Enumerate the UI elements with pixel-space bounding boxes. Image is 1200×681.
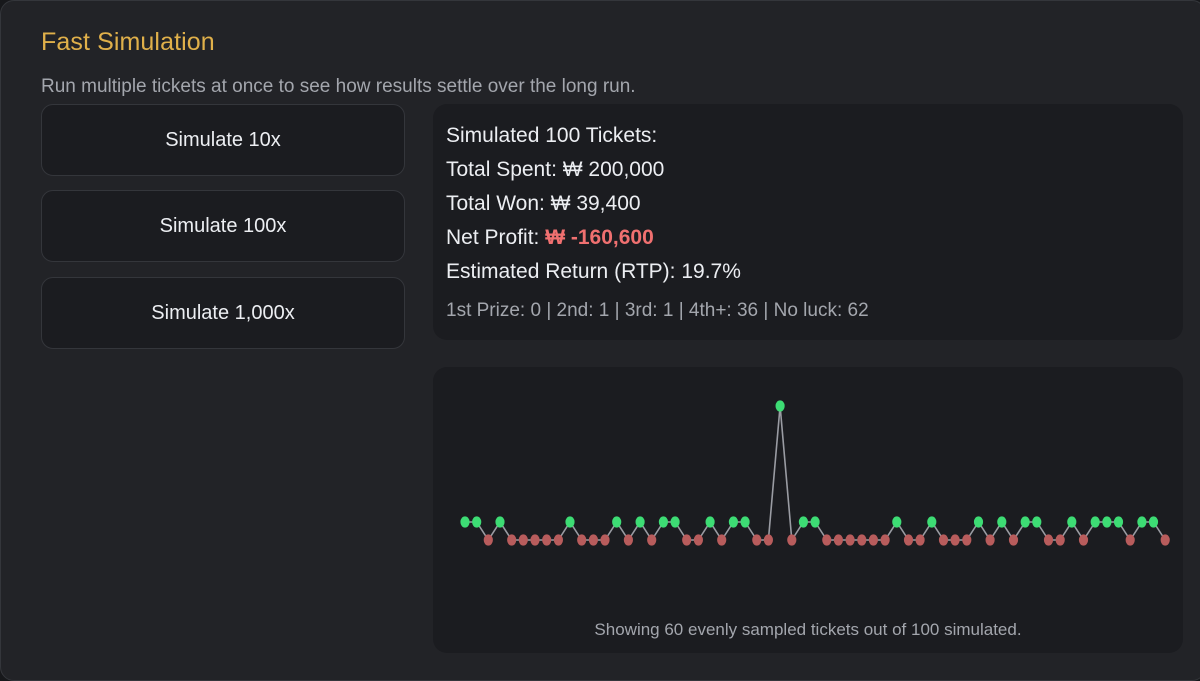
total-won-row: Total Won: ₩ 39,400 xyxy=(446,192,641,216)
loss-ticket-point xyxy=(985,534,995,546)
net-profit-row: Net Profit: ₩ -160,600 xyxy=(446,226,654,250)
loss-ticket-point xyxy=(915,534,925,546)
section-subtitle: Run multiple tickets at once to see how … xyxy=(41,76,636,97)
rtp-row: Estimated Return (RTP): 19.7% xyxy=(446,260,741,284)
win-ticket-point xyxy=(658,516,668,528)
loss-ticket-point xyxy=(717,534,727,546)
loss-ticket-point xyxy=(682,534,692,546)
loss-ticket-point xyxy=(938,534,949,546)
win-ticket-point xyxy=(1020,516,1030,528)
win-ticket-point xyxy=(740,516,750,528)
loss-ticket-point xyxy=(857,534,867,546)
win-ticket-point xyxy=(1137,516,1147,528)
simulate-10x-button[interactable]: Simulate 10x xyxy=(41,104,405,176)
loss-ticket-point xyxy=(518,534,528,546)
loss-ticket-point xyxy=(903,534,914,546)
win-ticket-point xyxy=(460,516,470,528)
loss-ticket-point xyxy=(623,534,633,546)
loss-ticket-point xyxy=(1043,534,1054,546)
win-ticket-point xyxy=(927,516,937,528)
win-ticket-point xyxy=(612,516,622,528)
win-ticket-point xyxy=(1113,516,1124,528)
loss-ticket-point xyxy=(1078,534,1089,546)
total-spent-value: ₩ 200,000 xyxy=(562,158,665,181)
win-ticket-point xyxy=(1148,516,1159,528)
win-ticket-point xyxy=(472,516,482,528)
loss-ticket-point xyxy=(553,534,563,546)
loss-ticket-point xyxy=(1125,534,1135,546)
top-prize-ticket-point xyxy=(775,400,785,412)
win-ticket-point xyxy=(495,516,505,528)
win-ticket-point xyxy=(728,516,738,528)
loss-ticket-point xyxy=(833,534,843,546)
net-profit-label: Net Profit: xyxy=(446,226,540,249)
loss-ticket-point xyxy=(880,534,890,546)
loss-ticket-point xyxy=(483,534,493,546)
win-ticket-point xyxy=(1090,516,1100,528)
loss-ticket-point xyxy=(822,534,832,546)
loss-ticket-point xyxy=(577,534,587,546)
loss-ticket-point xyxy=(693,534,703,546)
win-ticket-point xyxy=(810,516,820,528)
loss-ticket-point xyxy=(1008,534,1019,546)
total-spent-label: Total Spent: xyxy=(446,158,557,181)
win-ticket-point xyxy=(892,516,902,528)
rtp-label: Estimated Return (RTP): xyxy=(446,260,676,283)
win-ticket-point xyxy=(997,516,1007,528)
ticket-results-plot xyxy=(460,400,1170,546)
loss-ticket-point xyxy=(962,534,972,546)
loss-ticket-point xyxy=(1160,534,1170,546)
win-ticket-point xyxy=(798,516,808,528)
win-ticket-point xyxy=(705,516,715,528)
loss-ticket-point xyxy=(530,534,540,546)
total-spent-row: Total Spent: ₩ 200,000 xyxy=(446,158,664,182)
simulate-1000x-button[interactable]: Simulate 1,000x xyxy=(41,277,405,349)
win-ticket-point xyxy=(635,516,645,528)
loss-ticket-point xyxy=(647,534,657,546)
total-won-value: ₩ 39,400 xyxy=(550,192,641,215)
chart-caption: Showing 60 evenly sampled tickets out of… xyxy=(594,620,1022,639)
loss-ticket-point xyxy=(752,534,762,546)
simulate-100x-button[interactable]: Simulate 100x xyxy=(41,190,405,262)
net-profit-value: ₩ -160,600 xyxy=(545,226,654,249)
loss-ticket-point xyxy=(787,534,797,546)
win-ticket-point xyxy=(670,516,680,528)
results-card: Simulated 100 Tickets: Total Spent: ₩ 20… xyxy=(433,104,1183,340)
prize-breakdown: 1st Prize: 0 | 2nd: 1 | 3rd: 1 | 4th+: 3… xyxy=(446,300,869,321)
loss-ticket-point xyxy=(950,534,960,546)
win-ticket-point xyxy=(1067,516,1077,528)
loss-ticket-point xyxy=(1055,534,1065,546)
loss-ticket-point xyxy=(868,534,878,546)
loss-ticket-point xyxy=(507,534,517,546)
loss-ticket-point xyxy=(542,534,552,546)
win-ticket-point xyxy=(1102,516,1112,528)
results-heading: Simulated 100 Tickets: xyxy=(446,124,658,147)
win-ticket-point xyxy=(1032,516,1042,528)
win-ticket-point xyxy=(565,516,575,528)
ticket-results-chart: Showing 60 evenly sampled tickets out of… xyxy=(433,367,1183,653)
total-won-label: Total Won: xyxy=(446,192,545,215)
rtp-value: 19.7% xyxy=(681,260,741,283)
loss-ticket-point xyxy=(763,534,773,546)
section-title: Fast Simulation xyxy=(41,28,215,56)
loss-ticket-point xyxy=(588,534,598,546)
loss-ticket-point xyxy=(845,534,855,546)
win-ticket-point xyxy=(973,516,984,528)
loss-ticket-point xyxy=(600,534,610,546)
